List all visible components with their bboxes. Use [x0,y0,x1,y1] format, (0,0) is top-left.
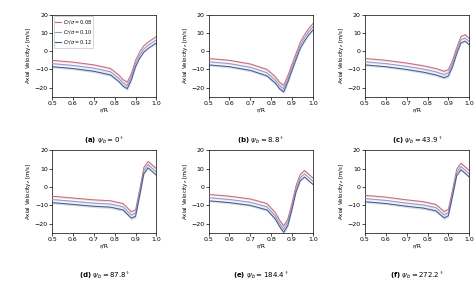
Y-axis label: Axial Velocity$_z$ [m/s]: Axial Velocity$_z$ [m/s] [181,27,190,84]
Y-axis label: Axial Velocity$_z$ [m/s]: Axial Velocity$_z$ [m/s] [337,163,346,220]
Y-axis label: Axial Velocity$_z$ [m/s]: Axial Velocity$_z$ [m/s] [25,27,34,84]
X-axis label: r/R: r/R [256,243,265,248]
Text: (f) $\psi_b = 272.2^\circ$: (f) $\psi_b = 272.2^\circ$ [390,271,444,281]
Text: (e) $\psi_b = 184.4^\circ$: (e) $\psi_b = 184.4^\circ$ [233,271,288,281]
Text: (c) $\psi_b = 43.9^\circ$: (c) $\psi_b = 43.9^\circ$ [392,135,442,146]
X-axis label: r/R: r/R [256,107,265,112]
X-axis label: r/R: r/R [413,107,421,112]
Legend: $C_T/\sigma = 0.08$, $C_T/\sigma = 0.10$, $C_T/\sigma = 0.12$: $C_T/\sigma = 0.08$, $C_T/\sigma = 0.10$… [54,16,93,48]
Y-axis label: Axial Velocity$_z$ [m/s]: Axial Velocity$_z$ [m/s] [337,27,346,84]
Y-axis label: Axial Velocity$_z$ [m/s]: Axial Velocity$_z$ [m/s] [25,163,34,220]
X-axis label: r/R: r/R [413,243,421,248]
Y-axis label: Axial Velocity$_z$ [m/s]: Axial Velocity$_z$ [m/s] [181,163,190,220]
X-axis label: r/R: r/R [100,243,109,248]
X-axis label: r/R: r/R [100,107,109,112]
Text: (d) $\psi_b = 87.8^\circ$: (d) $\psi_b = 87.8^\circ$ [79,271,130,281]
Text: (b) $\psi_b = 8.8^\circ$: (b) $\psi_b = 8.8^\circ$ [237,135,284,146]
Text: (a) $\psi_b = 0^\circ$: (a) $\psi_b = 0^\circ$ [84,135,124,146]
